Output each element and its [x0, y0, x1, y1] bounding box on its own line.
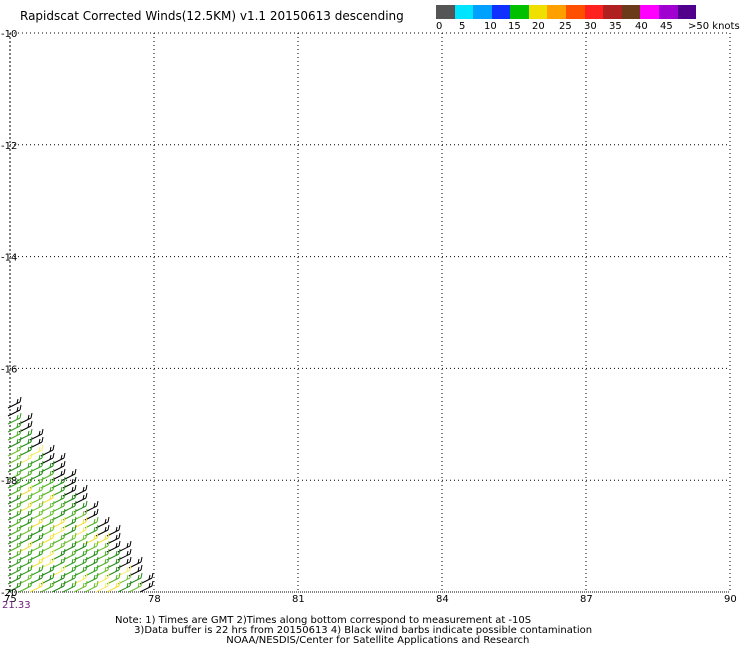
colorbar-label: 0: [436, 21, 443, 32]
axis-tick-labels: 75 78 81 84 87 90 -10 -12 -14 -16 -18 -20: [1, 29, 737, 605]
colorbar-label: 35: [609, 21, 622, 32]
wind-barb: [7, 548, 22, 561]
note-line-3: NOAA/NESDIS/Center for Satellite Applica…: [115, 635, 530, 646]
colorbar-swatch: [640, 5, 659, 19]
lat-tick-label: -18: [1, 476, 17, 487]
wind-barb: [7, 444, 22, 457]
wind-barb: [7, 524, 22, 537]
lon-tick-label: 90: [724, 594, 737, 605]
colorbar-swatch: [491, 5, 511, 19]
wind-barb: [7, 508, 22, 521]
colorbar-swatch: [510, 5, 529, 19]
wind-barb: [7, 572, 22, 585]
wind-barb: [7, 396, 22, 409]
wind-barb: [62, 580, 77, 593]
lon-tick-label: 84: [436, 594, 449, 605]
lon-tick-label: 87: [580, 594, 593, 605]
wind-barb: [106, 580, 121, 593]
map-frame: [9, 32, 731, 593]
colorbar-label: >50 knots: [688, 21, 740, 32]
map-border: [9, 32, 731, 593]
colorbar-swatch: [584, 5, 604, 19]
wind-barb: [7, 436, 22, 449]
lat-tick-label: -14: [1, 253, 17, 264]
map-title: Rapidscat Corrected Winds(12.5KM) v1.1 2…: [20, 9, 404, 23]
lat-tick-label: -20: [1, 588, 17, 599]
wind-barb: [139, 580, 154, 593]
swath-time-label: 21.33: [2, 600, 31, 611]
colorbar-label: 30: [584, 21, 597, 32]
colorbar-swatch: [566, 5, 585, 19]
wind-barb: [7, 564, 22, 577]
wind-barb: [7, 556, 22, 569]
colorbar-swatch: [547, 5, 567, 19]
colorbar-swatch: [454, 5, 474, 19]
wind-barbs: [7, 396, 154, 593]
map-gridlines: [9, 32, 731, 593]
notes-block: Note: 1) Times are GMT 2)Times along bot…: [115, 616, 592, 646]
wind-barb: [7, 460, 22, 473]
note-line-1: Note: 1) Times are GMT 2)Times along bot…: [115, 615, 532, 626]
wind-barb: [7, 476, 22, 489]
wind-barb: [117, 580, 132, 593]
colorbar-swatch: [436, 5, 455, 19]
wind-barb: [51, 580, 66, 593]
wind-barb: [7, 500, 22, 513]
wind-barb: [7, 580, 22, 593]
colorbar-swatch: [528, 5, 548, 19]
wind-barb: [18, 580, 33, 593]
colorbar-swatch: [603, 5, 622, 19]
colorbar-swatch: [677, 5, 697, 19]
lon-tick-label: 78: [148, 594, 161, 605]
wind-barb: [7, 540, 22, 553]
wind-barb: [7, 412, 22, 425]
colorbar-label: 10: [484, 21, 497, 32]
wind-barb: [84, 580, 99, 593]
wind-barb: [7, 484, 22, 497]
note-line-2: 3)Data buffer is 22 hrs from 20150613 4)…: [115, 625, 593, 636]
wind-barb: [95, 580, 110, 593]
lat-tick-label: -12: [1, 141, 17, 152]
wind-barb: [7, 532, 22, 545]
lon-tick-label: 75: [4, 594, 17, 605]
colorbar-label: 15: [508, 21, 521, 32]
colorbar-labels: 0 5 10 15 20 25 30 35 40 45 >50 knots: [436, 21, 740, 33]
wind-barb: [29, 580, 44, 593]
colorbar-label: 20: [532, 21, 545, 32]
colorbar-label: 45: [660, 21, 673, 32]
wind-barb: [128, 580, 143, 593]
lat-tick-label: -16: [1, 364, 17, 375]
colorbar-label: 5: [459, 21, 466, 32]
lat-tick-label: -10: [1, 29, 17, 40]
wind-barb: [7, 428, 22, 441]
wind-barb: [7, 468, 22, 481]
colorbar-label: 40: [635, 21, 648, 32]
colorbar-swatch: [473, 5, 492, 19]
wind-barb: [7, 404, 22, 417]
wind-barb: [40, 580, 55, 593]
colorbar-swatch: [621, 5, 641, 19]
wind-barb: [7, 492, 22, 505]
colorbar-label: 25: [559, 21, 572, 32]
lon-tick-label: 81: [292, 594, 305, 605]
wind-barb: [73, 580, 88, 593]
wind-speed-colorbar: [436, 5, 697, 19]
wind-barb: [7, 516, 22, 529]
colorbar-swatch: [658, 5, 678, 19]
wind-barb: [7, 452, 22, 465]
wind-barb: [7, 420, 22, 433]
